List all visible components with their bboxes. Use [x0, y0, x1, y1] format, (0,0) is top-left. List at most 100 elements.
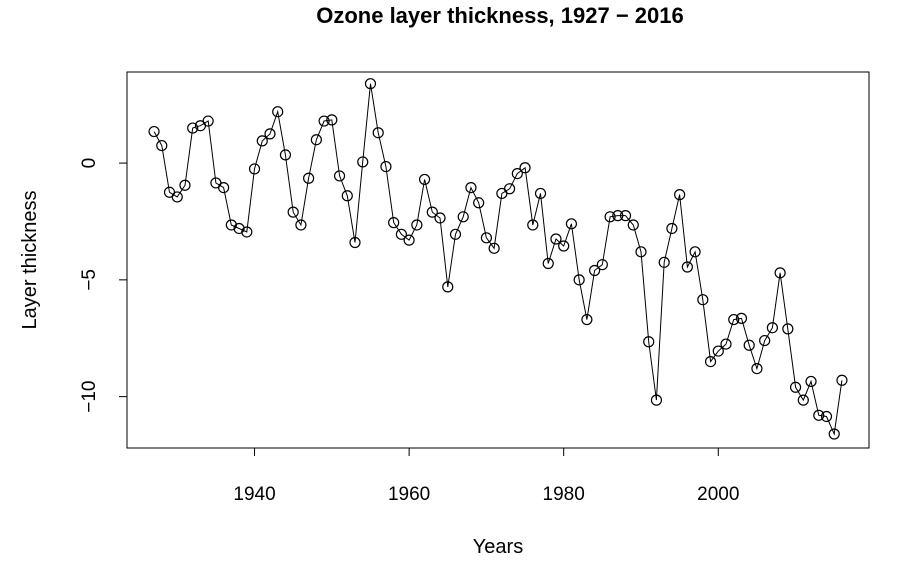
data-point — [279, 149, 292, 161]
data-point — [326, 114, 338, 126]
y-tick-label: −5 — [79, 269, 100, 291]
data-point — [148, 125, 160, 138]
data-point — [418, 173, 431, 186]
data-point — [619, 210, 632, 222]
data-points — [148, 78, 848, 440]
data-point — [473, 197, 485, 209]
data-point — [650, 394, 663, 406]
data-point — [426, 206, 438, 218]
data-point — [550, 233, 562, 245]
data-point — [179, 179, 191, 191]
chart-title: Ozone layer thickness, 1927 − 2016 — [316, 3, 684, 28]
data-point — [395, 228, 407, 240]
data-point — [372, 127, 384, 139]
data-point — [248, 163, 261, 175]
data-point — [434, 212, 446, 224]
data-point — [573, 274, 585, 286]
data-point — [388, 217, 400, 229]
data-point — [264, 128, 276, 140]
x-tick-label: 1960 — [388, 484, 430, 505]
data-point — [720, 338, 732, 350]
data-point — [511, 167, 523, 180]
y-axis: 0 −5 −10 — [79, 158, 128, 413]
x-tick-label: 1940 — [233, 484, 275, 505]
plot-frame — [126, 71, 870, 449]
data-point — [411, 219, 423, 231]
data-point — [527, 219, 539, 231]
data-point — [813, 409, 825, 421]
series-line — [153, 83, 843, 436]
x-axis: 1940 1960 1980 2000 — [233, 447, 739, 505]
data-point — [789, 381, 802, 393]
data-point — [728, 313, 740, 326]
data-point — [341, 190, 353, 202]
y-axis-label: Layer thickness — [19, 191, 41, 330]
x-axis-label: Years — [473, 536, 523, 558]
data-point — [171, 191, 183, 203]
data-point — [380, 160, 392, 173]
data-point — [689, 246, 701, 258]
data-point — [349, 236, 361, 249]
data-point — [503, 183, 516, 195]
y-tick-label: −10 — [79, 381, 100, 413]
data-point — [364, 78, 377, 90]
data-point — [202, 115, 214, 127]
data-point — [704, 355, 717, 368]
data-point — [596, 259, 608, 271]
data-point — [674, 189, 686, 201]
data-point — [287, 206, 299, 218]
data-point — [333, 170, 346, 182]
data-point — [759, 334, 771, 347]
data-point — [310, 134, 322, 146]
data-point — [457, 211, 469, 223]
data-point — [534, 187, 547, 200]
data-point — [519, 162, 531, 174]
data-point — [357, 156, 369, 168]
data-point — [666, 222, 678, 235]
data-point — [442, 281, 454, 293]
data-point — [465, 182, 477, 194]
data-point — [488, 242, 500, 254]
data-point — [820, 410, 833, 423]
data-point — [565, 218, 578, 230]
data-point — [751, 362, 763, 375]
x-tick-label: 1980 — [543, 484, 585, 505]
data-point — [256, 135, 268, 147]
data-point — [697, 294, 709, 306]
data-point — [295, 219, 307, 231]
data-point — [403, 234, 415, 246]
data-point — [241, 226, 253, 238]
data-point — [712, 345, 724, 357]
data-point — [743, 339, 755, 351]
data-point — [681, 261, 693, 273]
data-point — [318, 115, 330, 127]
data-point — [218, 182, 230, 194]
data-point — [836, 374, 848, 386]
data-point — [581, 313, 593, 326]
data-point — [303, 172, 315, 184]
data-point — [828, 428, 840, 440]
data-point — [589, 264, 601, 277]
data-point — [658, 256, 670, 268]
data-point — [766, 322, 778, 334]
data-point — [480, 232, 493, 244]
data-point — [805, 375, 817, 388]
data-point — [643, 336, 655, 348]
y-tick-label: 0 — [79, 158, 100, 169]
data-point — [797, 394, 809, 406]
data-point — [558, 240, 570, 252]
data-point — [604, 211, 616, 223]
data-point — [542, 257, 554, 270]
data-point — [187, 122, 199, 134]
x-tick-label: 2000 — [697, 484, 739, 505]
data-point — [612, 210, 624, 222]
data-point — [635, 246, 647, 258]
data-point — [782, 323, 794, 335]
data-point — [156, 139, 168, 152]
data-point — [449, 228, 462, 240]
data-point — [272, 106, 284, 118]
data-point — [774, 267, 786, 279]
data-point — [627, 219, 639, 231]
data-point — [735, 312, 748, 324]
